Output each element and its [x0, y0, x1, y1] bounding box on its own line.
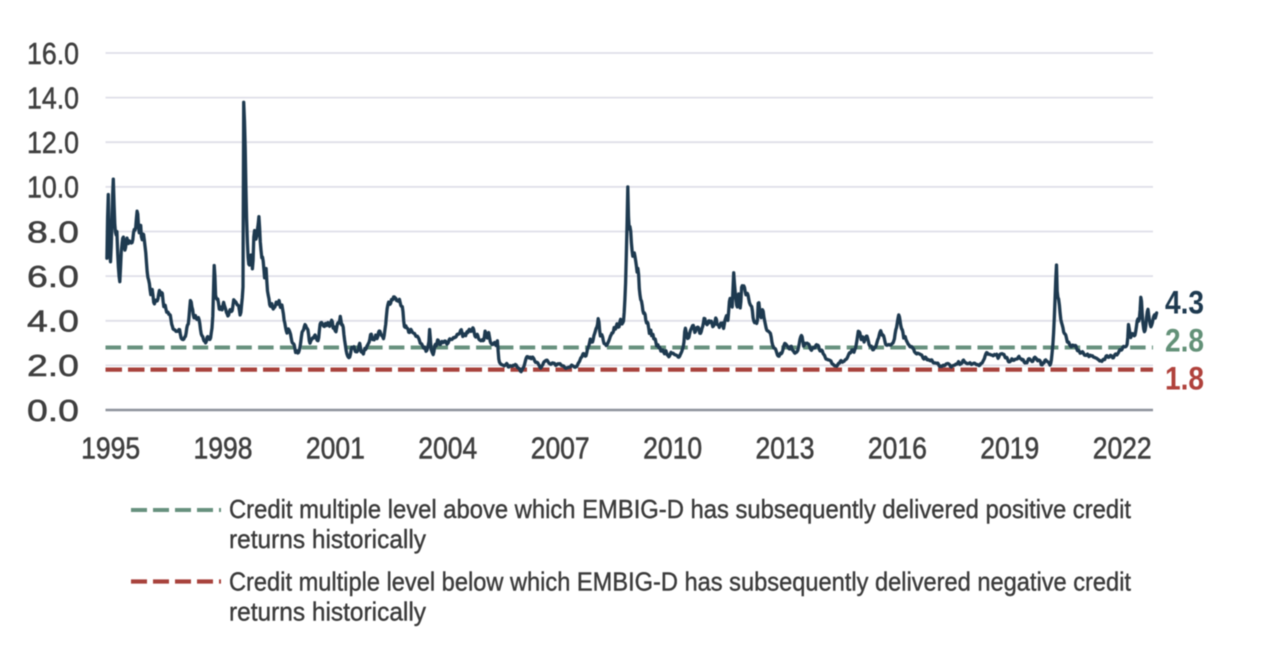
- svg-text:2016: 2016: [868, 431, 927, 466]
- svg-text:2007: 2007: [531, 431, 590, 466]
- svg-text:2001: 2001: [306, 431, 365, 466]
- svg-text:2004: 2004: [418, 431, 477, 466]
- svg-text:2013: 2013: [756, 431, 815, 466]
- svg-text:12.0: 12.0: [27, 125, 79, 160]
- svg-text:4.3: 4.3: [1165, 285, 1204, 321]
- svg-text:16.0: 16.0: [27, 36, 79, 71]
- svg-text:1998: 1998: [194, 431, 253, 466]
- svg-text:2022: 2022: [1093, 431, 1152, 466]
- svg-text:2019: 2019: [980, 431, 1039, 466]
- svg-text:2.8: 2.8: [1165, 323, 1204, 359]
- svg-text:1.8: 1.8: [1165, 360, 1204, 396]
- svg-text:0.0: 0.0: [27, 393, 79, 428]
- svg-text:returns historically: returns historically: [229, 597, 426, 627]
- svg-text:8.0: 8.0: [27, 214, 79, 249]
- svg-text:Credit multiple level below wh: Credit multiple level below which EMBIG-…: [229, 567, 1132, 597]
- svg-text:1995: 1995: [81, 431, 140, 466]
- svg-text:10.0: 10.0: [27, 170, 79, 205]
- svg-text:14.0: 14.0: [27, 80, 79, 115]
- svg-text:4.0: 4.0: [27, 304, 79, 339]
- svg-text:2.0: 2.0: [27, 348, 79, 383]
- svg-text:Credit multiple level above wh: Credit multiple level above which EMBIG-…: [229, 494, 1132, 524]
- svg-text:returns historically: returns historically: [229, 524, 426, 554]
- svg-text:2010: 2010: [643, 431, 702, 466]
- svg-text:6.0: 6.0: [27, 259, 79, 294]
